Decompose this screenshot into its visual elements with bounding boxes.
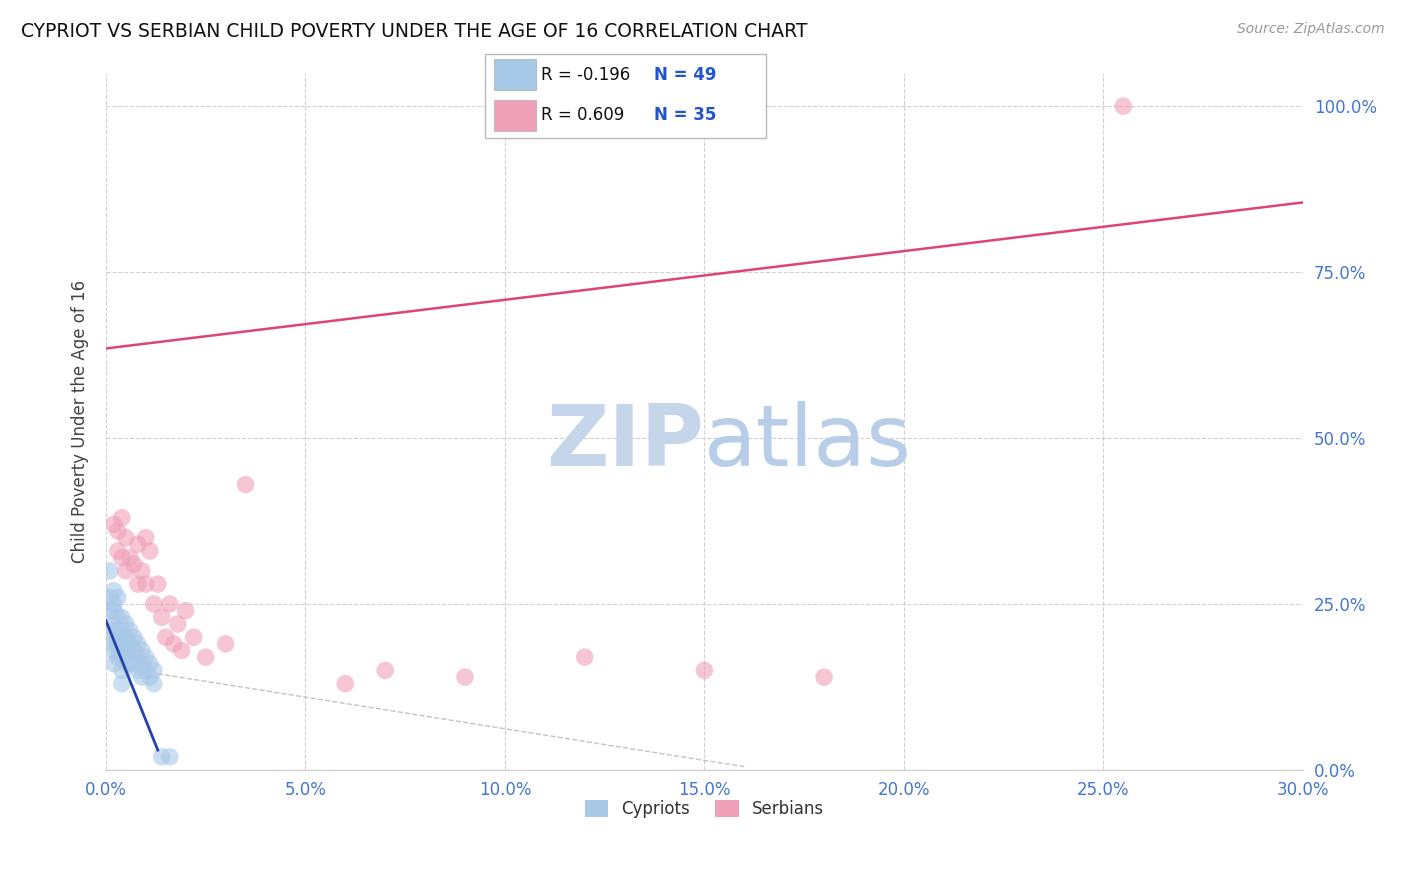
Point [122,643,145,657]
Point [155,630,177,644]
Point [574,650,596,665]
Point [813,670,835,684]
Point [693,664,716,678]
Point [111,550,134,565]
Point [115,630,138,644]
Point [103,604,125,618]
Point [118,624,141,638]
Text: N = 35: N = 35 [654,106,716,124]
Point [103,657,125,671]
Point [115,531,138,545]
Text: ZIP: ZIP [547,401,704,483]
Point [150,610,173,624]
Point [103,583,125,598]
Point [118,637,141,651]
Point [115,564,138,578]
Point [118,643,141,657]
FancyBboxPatch shape [485,54,766,138]
Point [142,597,165,611]
Point [139,670,162,684]
Point [194,650,217,665]
Text: Source: ZipAtlas.com: Source: ZipAtlas.com [1237,22,1385,37]
Point [335,676,357,690]
Point [103,617,125,632]
Point [170,643,193,657]
Point [103,517,125,532]
Point [150,749,173,764]
Point [163,637,186,651]
FancyBboxPatch shape [494,60,536,90]
Point [115,617,138,632]
Point [115,643,138,657]
Point [127,577,149,591]
Point [135,531,157,545]
Point [118,550,141,565]
Point [183,630,205,644]
Point [98,604,121,618]
Point [131,670,153,684]
Point [139,544,162,558]
Point [103,624,125,638]
Point [98,591,121,605]
Y-axis label: Child Poverty Under the Age of 16: Child Poverty Under the Age of 16 [72,280,89,563]
Point [127,664,149,678]
Point [127,537,149,551]
Point [111,624,134,638]
Point [111,510,134,524]
Point [98,564,121,578]
Point [159,749,181,764]
Point [139,657,162,671]
Point [131,643,153,657]
Point [103,637,125,651]
Point [107,624,129,638]
Point [111,610,134,624]
Point [107,591,129,605]
Point [142,676,165,690]
Point [111,630,134,644]
Point [131,657,153,671]
Point [146,577,169,591]
Text: R = -0.196: R = -0.196 [541,66,630,84]
Point [142,664,165,678]
Point [103,643,125,657]
Point [214,637,236,651]
Text: atlas: atlas [704,401,912,483]
Point [107,544,129,558]
Point [115,657,138,671]
Point [159,597,181,611]
Point [174,604,197,618]
Point [127,637,149,651]
Point [111,637,134,651]
Point [107,637,129,651]
Point [135,577,157,591]
Point [111,676,134,690]
Point [103,597,125,611]
Point [107,524,129,538]
Point [122,630,145,644]
Point [135,664,157,678]
Legend: Cypriots, Serbians: Cypriots, Serbians [578,793,831,824]
FancyBboxPatch shape [494,100,536,130]
Point [111,664,134,678]
Point [374,664,396,678]
Point [118,657,141,671]
Point [107,610,129,624]
Point [122,558,145,572]
Point [454,670,477,684]
Point [111,650,134,665]
Point [235,477,257,491]
Point [1112,99,1135,113]
Point [166,617,188,632]
Point [135,650,157,665]
Text: R = 0.609: R = 0.609 [541,106,624,124]
Point [127,650,149,665]
Point [103,630,125,644]
Text: CYPRIOT VS SERBIAN CHILD POVERTY UNDER THE AGE OF 16 CORRELATION CHART: CYPRIOT VS SERBIAN CHILD POVERTY UNDER T… [21,22,807,41]
Point [131,564,153,578]
Point [107,650,129,665]
Text: N = 49: N = 49 [654,66,716,84]
Point [122,657,145,671]
